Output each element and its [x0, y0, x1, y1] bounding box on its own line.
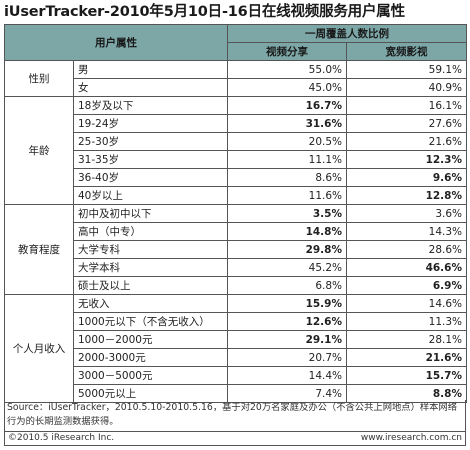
video-sharing-value: 14.4%	[227, 366, 347, 385]
row-label: 大学专科	[73, 240, 228, 259]
row-label: 5000元以上	[73, 384, 228, 403]
broadband-video-value: 14.6%	[346, 294, 467, 313]
broadband-video-value: 8.8%	[346, 384, 467, 403]
broadband-video-value: 16.1%	[346, 96, 467, 115]
broadband-video-value: 21.6%	[346, 348, 467, 367]
row-label: 19-24岁	[73, 114, 228, 133]
row-label: 36-40岁	[73, 168, 228, 187]
video-sharing-value: 11.1%	[227, 150, 347, 169]
broadband-video-value: 46.6%	[346, 258, 467, 277]
group-label: 个人月收入	[4, 294, 74, 403]
table-row: 硕士及以上 6.8% 6.9%	[5, 276, 467, 295]
broadband-video-value: 21.6%	[346, 132, 467, 151]
video-sharing-value: 11.6%	[227, 186, 347, 205]
broadband-video-value: 9.6%	[346, 168, 467, 187]
website-text: www.iresearch.com.cn	[360, 433, 462, 443]
video-sharing-value: 16.7%	[227, 96, 347, 115]
broadband-video-value: 11.3%	[346, 312, 467, 331]
row-label: 25-30岁	[73, 132, 228, 151]
table-row: 大学本科 45.2% 46.6%	[5, 258, 467, 277]
table-row: 年龄 18岁及以下 16.7% 16.1%	[4, 96, 467, 205]
table-row: 1000元以下（不含无收入） 12.6% 11.3%	[5, 312, 467, 331]
row-label: 1000－2000元	[73, 330, 228, 349]
broadband-video-value: 3.6%	[346, 204, 467, 223]
table-row: 25-30岁 20.5% 21.6%	[5, 132, 467, 151]
broadband-video-value: 27.6%	[346, 114, 467, 133]
broadband-video-value: 40.9%	[346, 78, 467, 97]
table-row: 1000－2000元 29.1% 28.1%	[5, 330, 467, 349]
video-sharing-value: 45.2%	[227, 258, 347, 277]
row-label: 1000元以下（不含无收入）	[73, 312, 228, 331]
table-row: 2000-3000元 20.7% 21.6%	[5, 348, 467, 367]
row-label: 31-35岁	[73, 150, 228, 169]
video-sharing-value: 3.5%	[227, 204, 347, 223]
group-label: 教育程度	[4, 204, 74, 295]
broadband-video-value: 28.1%	[346, 330, 467, 349]
broadband-video-value: 12.3%	[346, 150, 467, 169]
table-row: 3000－5000元 14.4% 15.7%	[5, 366, 467, 385]
video-sharing-value: 14.8%	[227, 222, 347, 241]
video-sharing-value: 55.0%	[227, 60, 347, 79]
broadband-video-value: 15.7%	[346, 366, 467, 385]
table-row: 5000元以上 7.4% 8.8%	[5, 384, 467, 403]
video-sharing-value: 15.9%	[227, 294, 347, 313]
table-row: 性别男 55.0% 59.1%	[4, 60, 467, 97]
video-sharing-value: 6.8%	[227, 276, 347, 295]
video-sharing-value: 45.0%	[227, 78, 347, 97]
row-label: 高中（中专）	[73, 222, 228, 241]
video-sharing-value: 20.7%	[227, 348, 347, 367]
row-label: 40岁以上	[73, 186, 228, 205]
row-label: 18岁及以下	[73, 96, 228, 115]
table-row: 19-24岁 31.6% 27.6%	[5, 114, 467, 133]
row-label: 大学本科	[73, 258, 228, 277]
video-sharing-value: 29.1%	[227, 330, 347, 349]
footer: ©2010.5 iResearch Inc. www.iresearch.com…	[4, 432, 466, 446]
table-body: 性别男 55.0% 59.1% 女 45.0% 40.9% 年龄 18岁及以下 16.7% 16.…	[4, 60, 467, 403]
table-row: 高中（中专） 14.8% 14.3%	[5, 222, 467, 241]
header-video-sharing: 视频分享	[227, 42, 347, 61]
group-label: 性别	[4, 60, 74, 97]
broadband-video-value: 6.9%	[346, 276, 467, 295]
table-row: 女 45.0% 40.9%	[5, 78, 467, 97]
video-sharing-value: 31.6%	[227, 114, 347, 133]
broadband-video-value: 59.1%	[346, 60, 467, 79]
table-row: 31-35岁 11.1% 12.3%	[5, 150, 467, 169]
video-sharing-value: 20.5%	[227, 132, 347, 151]
chart-title: iUserTracker-2010年5月10日-16日在线视频服务用户属性	[4, 4, 405, 20]
group-label: 年龄	[4, 96, 74, 205]
table-row: 36-40岁 8.6% 9.6%	[5, 168, 467, 187]
header-user-attribute: 用户属性	[4, 24, 228, 61]
table-row: 个人月收入 无收入 15.9% 14.6%	[4, 294, 467, 403]
row-label: 男	[73, 60, 228, 79]
video-sharing-value: 8.6%	[227, 168, 347, 187]
row-label: 女	[73, 78, 228, 97]
row-label: 无收入	[73, 294, 228, 313]
user-attribute-table: 用户属性 一周覆盖人数比例 视频分享 宽频影视 性别男 55.0% 59.1% 女 45…	[4, 24, 467, 403]
table-row: 教育程度 初中及初中以下 3.5% 3.6%	[4, 204, 467, 295]
table-row: 40岁以上 11.6% 12.8%	[5, 186, 467, 205]
broadband-video-value: 14.3%	[346, 222, 467, 241]
source-note: Source：iUserTracker，2010.5.10-2010.5.16，…	[4, 400, 466, 432]
video-sharing-value: 12.6%	[227, 312, 347, 331]
broadband-video-value: 28.6%	[346, 240, 467, 259]
row-label: 硕士及以上	[73, 276, 228, 295]
header-broadband-video: 宽频影视	[346, 42, 467, 61]
row-label: 3000－5000元	[73, 366, 228, 385]
row-label: 初中及初中以下	[73, 204, 228, 223]
broadband-video-value: 12.8%	[346, 186, 467, 205]
copyright-text: ©2010.5 iResearch Inc.	[8, 433, 115, 443]
video-sharing-value: 29.8%	[227, 240, 347, 259]
row-label: 2000-3000元	[73, 348, 228, 367]
header-weekly-coverage: 一周覆盖人数比例	[227, 24, 467, 43]
table-row: 大学专科 29.8% 28.6%	[5, 240, 467, 259]
